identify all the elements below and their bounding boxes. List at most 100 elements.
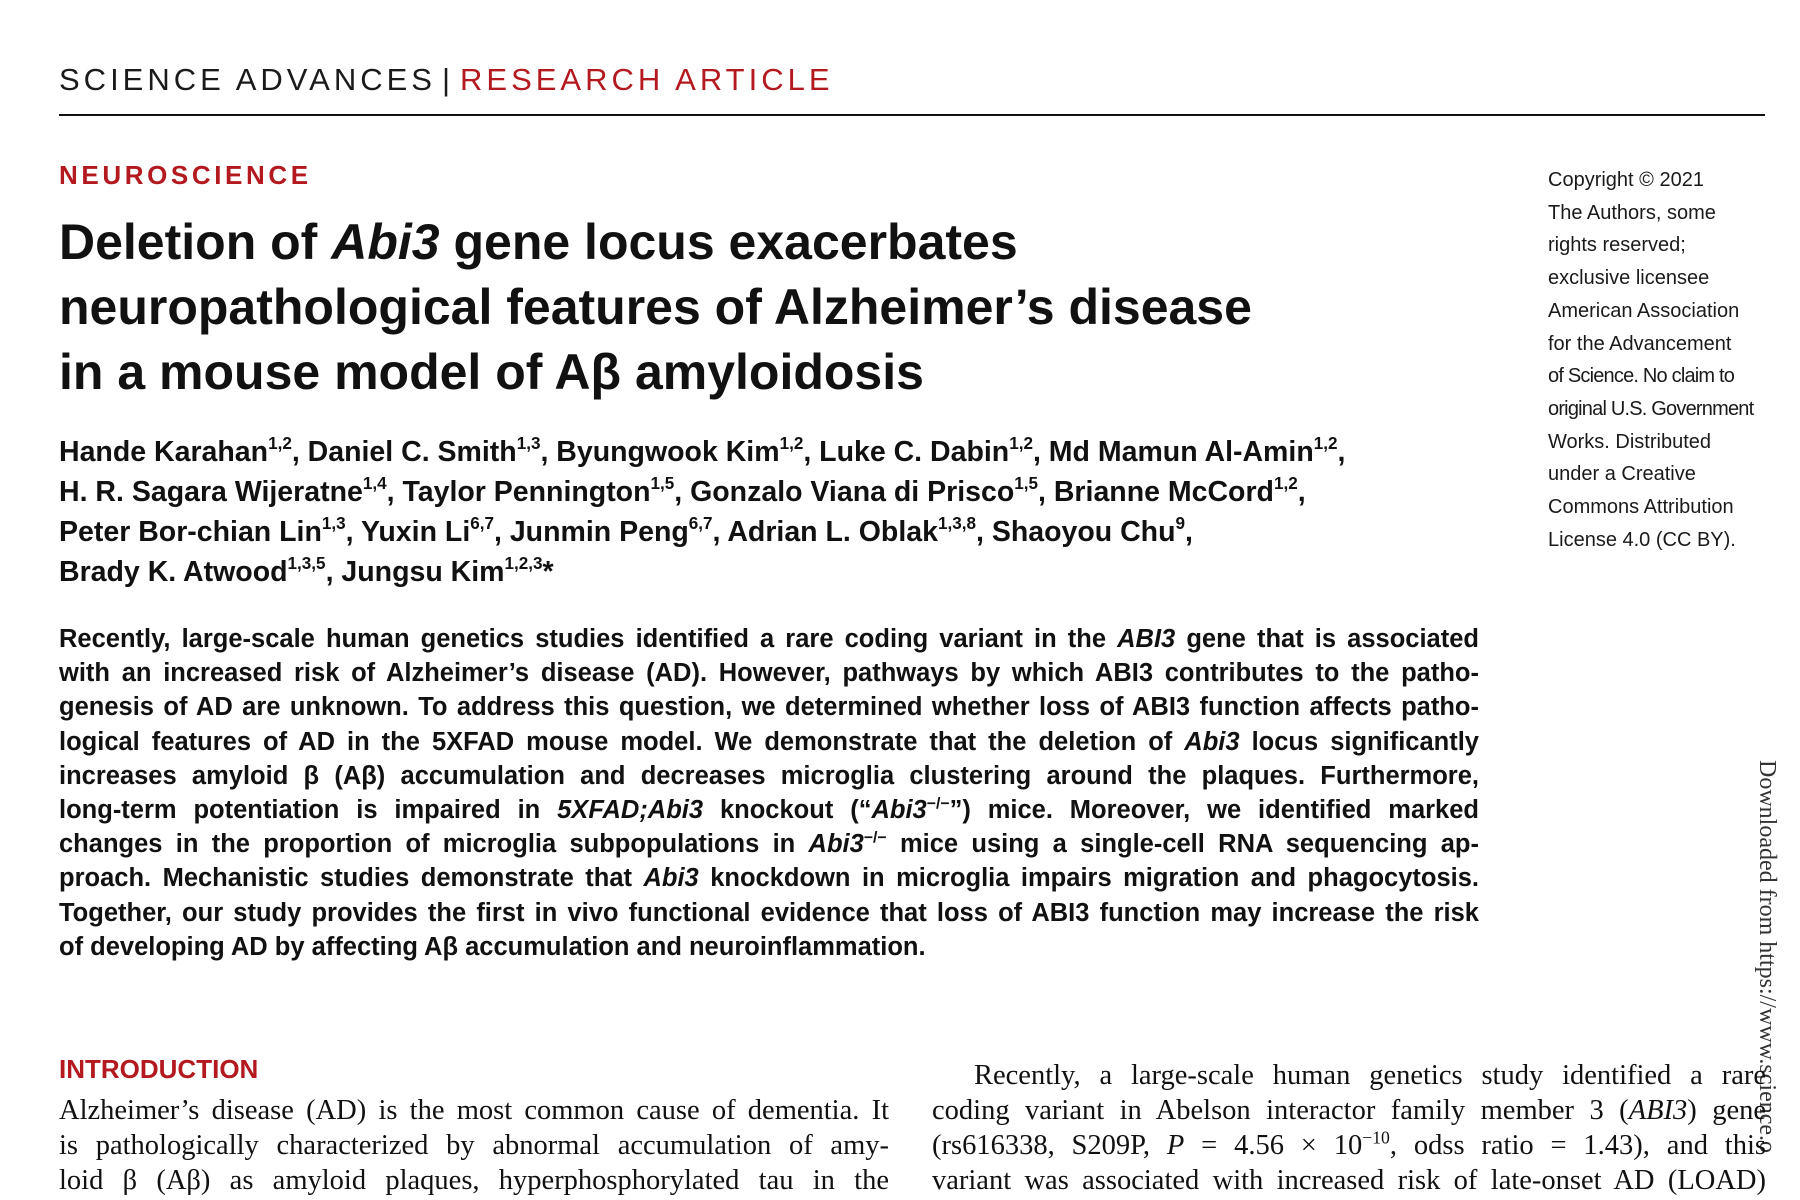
affiliation-mark: 6,7 — [688, 513, 713, 533]
copyright-line: for the Advancement — [1548, 332, 1732, 355]
affiliation-mark: 9 — [1175, 513, 1185, 533]
abstract-text: changes in the proportion of microglia s… — [59, 830, 809, 859]
affiliation-mark: 1,2 — [1273, 473, 1298, 493]
affiliation-mark: 1,2 — [1009, 433, 1033, 453]
genotype-mark: −/− — [863, 829, 887, 847]
introduction-right-column: Recently, a large-scale human genetics s… — [932, 1058, 1766, 1198]
abstract-line: genesis of AD are unknown. To address th… — [59, 693, 1479, 722]
header-rule — [59, 114, 1765, 116]
author-line: Hande Karahan1,2, Daniel C. Smith1,3, By… — [59, 432, 1519, 472]
introduction-heading: INTRODUCTION — [59, 1054, 259, 1084]
body-text: (rs616338, S209P, — [932, 1130, 1167, 1161]
author-list: Hande Karahan1,2, Daniel C. Smith1,3, By… — [59, 432, 1519, 592]
author-name: Peter Bor-chian Lin — [59, 516, 322, 548]
copyright-line: Commons Attribution — [1548, 496, 1734, 519]
body-text: ) gene — [1687, 1095, 1767, 1126]
abstract-line: long-term potentiation is impaired in 5X… — [59, 793, 1479, 827]
affiliation-mark: 1,5 — [650, 473, 675, 493]
affiliation-mark: 1,2,3 — [504, 553, 543, 573]
abstract-text: logical features of AD in the 5XFAD mous… — [59, 727, 1185, 756]
affiliation-mark: 1,5 — [1014, 473, 1039, 493]
journal-header: SCIENCE ADVANCES | RESEARCH ARTICLE — [59, 62, 834, 98]
title-line: Deletion of Abi3 gene locus exacerbates — [59, 210, 1499, 275]
author-name: Hande Karahan — [59, 436, 269, 468]
abstract-text: knockout (“ — [703, 796, 872, 825]
author-name: , Md Mamun Al-Amin — [1032, 436, 1314, 468]
copyright-notice: Copyright © 2021 The Authors, some right… — [1548, 164, 1778, 556]
body-line: Alzheimer’s disease (AD) is the most com… — [59, 1095, 889, 1126]
author-name: , Adrian L. Oblak — [712, 516, 938, 548]
author-name: , Byungwook Kim — [540, 436, 780, 468]
author-name: Brady K. Atwood — [59, 556, 288, 588]
affiliation-mark: 1,3 — [516, 433, 541, 453]
gene-name: ABI3 — [1117, 625, 1176, 653]
body-line: Recently, a large-scale human genetics s… — [974, 1060, 1766, 1091]
affiliation-mark: 1,2 — [268, 433, 292, 453]
title-line: in a mouse model of Aβ amyloidosis — [59, 344, 924, 400]
body-line: (rs616338, S209P, P = 4.56 × 10−10, odss… — [932, 1128, 1766, 1163]
gene-name: 5XFAD;Abi3 — [557, 796, 704, 825]
author-name: , Brianne McCord — [1038, 476, 1274, 508]
copyright-line: License 4.0 (CC BY). — [1548, 528, 1736, 551]
section-label: NEUROSCIENCE — [59, 160, 312, 190]
affiliation-mark: 1,2 — [1313, 433, 1338, 453]
gene-name: ABI3 — [1628, 1095, 1688, 1126]
exponent: −10 — [1362, 1127, 1390, 1148]
abstract-text: locus significantly — [1239, 727, 1479, 756]
gene-name: Abi3 — [808, 830, 864, 859]
body-text: coding variant in Abelson interactor fam… — [932, 1095, 1629, 1126]
affiliation-mark: 1,2 — [779, 433, 804, 453]
author-line: Brady K. Atwood1,3,5, Jungsu Kim1,2,3* — [59, 552, 1519, 592]
author-separator: , — [1185, 516, 1193, 548]
abstract-text: knockdown in microglia impairs migration… — [698, 864, 1479, 893]
author-name: , Junmin Peng — [494, 516, 689, 548]
affiliation-mark: 1,3,5 — [287, 553, 326, 573]
article-title: Deletion of Abi3 gene locus exacerbates … — [59, 210, 1499, 405]
body-line: is pathologically characterized by abnor… — [59, 1130, 889, 1161]
body-text: = 4.56 × 10 — [1184, 1130, 1363, 1161]
body-line: coding variant in Abelson interactor fam… — [932, 1093, 1766, 1128]
author-name: , Shaoyou Chu — [975, 516, 1176, 548]
title-text: Deletion of — [59, 214, 332, 270]
author-separator: , — [1297, 476, 1306, 508]
title-line: neuropathological features of Alzheimer’… — [59, 279, 1252, 335]
article-type: RESEARCH ARTICLE — [460, 62, 834, 97]
introduction-left-column: Alzheimer’s disease (AD) is the most com… — [59, 1093, 889, 1198]
p-value-symbol: P — [1166, 1130, 1185, 1161]
copyright-line: under a Creative — [1548, 463, 1696, 486]
gene-name: Abi3 — [871, 796, 927, 825]
journal-name: SCIENCE ADVANCES — [59, 62, 436, 97]
gene-name: Abi3 — [643, 864, 699, 893]
copyright-line: original U.S. Government — [1548, 397, 1754, 420]
author-name: , Luke C. Dabin — [803, 436, 1010, 468]
copyright-line: of Science. No claim to — [1548, 365, 1735, 388]
body-line: variant was associated with increased ri… — [932, 1165, 1766, 1196]
abstract: Recently, large-scale human genetics stu… — [59, 622, 1479, 964]
abstract-line: proach. Mechanistic studies demonstrate … — [59, 861, 1479, 895]
copyright-line: exclusive licensee — [1548, 267, 1710, 290]
affiliation-mark: 1,3,8 — [937, 513, 976, 533]
abstract-line: with an increased risk of Alzheimer’s di… — [59, 659, 1479, 688]
author-name: , Gonzalo Viana di Prisco — [674, 476, 1015, 508]
abstract-line: Recently, large-scale human genetics stu… — [59, 622, 1479, 656]
gene-name: Abi3 — [1184, 727, 1240, 756]
abstract-text: long-term potentiation is impaired in — [59, 796, 558, 825]
author-name: , Jungsu Kim — [325, 556, 505, 588]
header-separator: | — [441, 62, 451, 97]
corresponding-author-mark: * — [542, 556, 554, 588]
body-text: , odss ratio = 1.43), and this — [1389, 1130, 1766, 1161]
copyright-line: The Authors, some — [1548, 201, 1716, 224]
affiliation-mark: 1,4 — [362, 473, 387, 493]
affiliation-mark: 1,3 — [321, 513, 346, 533]
author-name: , Yuxin Li — [345, 516, 471, 548]
copyright-line: rights reserved; — [1548, 234, 1686, 257]
affiliation-mark: 6,7 — [470, 513, 494, 533]
abstract-text: mice using a single-cell RNA sequencing … — [886, 830, 1479, 859]
author-name: H. R. Sagara Wijeratne — [59, 476, 363, 508]
author-line: Peter Bor-chian Lin1,3, Yuxin Li6,7, Jun… — [59, 512, 1519, 552]
abstract-line: Together, our study provides the first i… — [59, 898, 1479, 927]
abstract-text: Recently, large-scale human genetics stu… — [59, 625, 1118, 653]
abstract-text: proach. Mechanistic studies demonstrate … — [59, 864, 644, 893]
gene-name: Abi3 — [331, 214, 440, 270]
abstract-text: gene that is associated — [1175, 625, 1479, 653]
